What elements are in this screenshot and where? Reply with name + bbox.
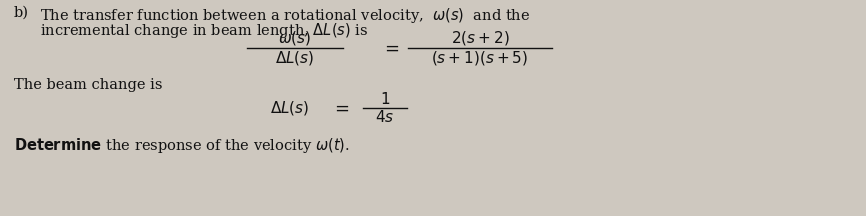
Text: $=$: $=$	[381, 39, 399, 57]
Text: $=$: $=$	[331, 99, 349, 117]
Text: b): b)	[14, 6, 29, 20]
Text: incremental change in beam length, $\Delta L(s)$ is: incremental change in beam length, $\Del…	[40, 21, 368, 40]
Text: The beam change is: The beam change is	[14, 78, 163, 92]
Text: $\mathbf{Determine}$ the response of the velocity $\omega(t)$.: $\mathbf{Determine}$ the response of the…	[14, 136, 350, 155]
Text: $\Delta L(s)$: $\Delta L(s)$	[275, 49, 314, 67]
Text: $4s$: $4s$	[375, 109, 395, 125]
Text: $\Delta L(s)$: $\Delta L(s)$	[270, 99, 309, 117]
Text: $(s+1)(s+5)$: $(s+1)(s+5)$	[431, 49, 528, 67]
Text: $2(s+2)$: $2(s+2)$	[450, 29, 509, 47]
Text: $\omega(s)$: $\omega(s)$	[278, 29, 312, 47]
Text: $1$: $1$	[380, 91, 390, 107]
Text: The transfer function between a rotational velocity,  $\omega(s)$  and the: The transfer function between a rotation…	[40, 6, 530, 25]
